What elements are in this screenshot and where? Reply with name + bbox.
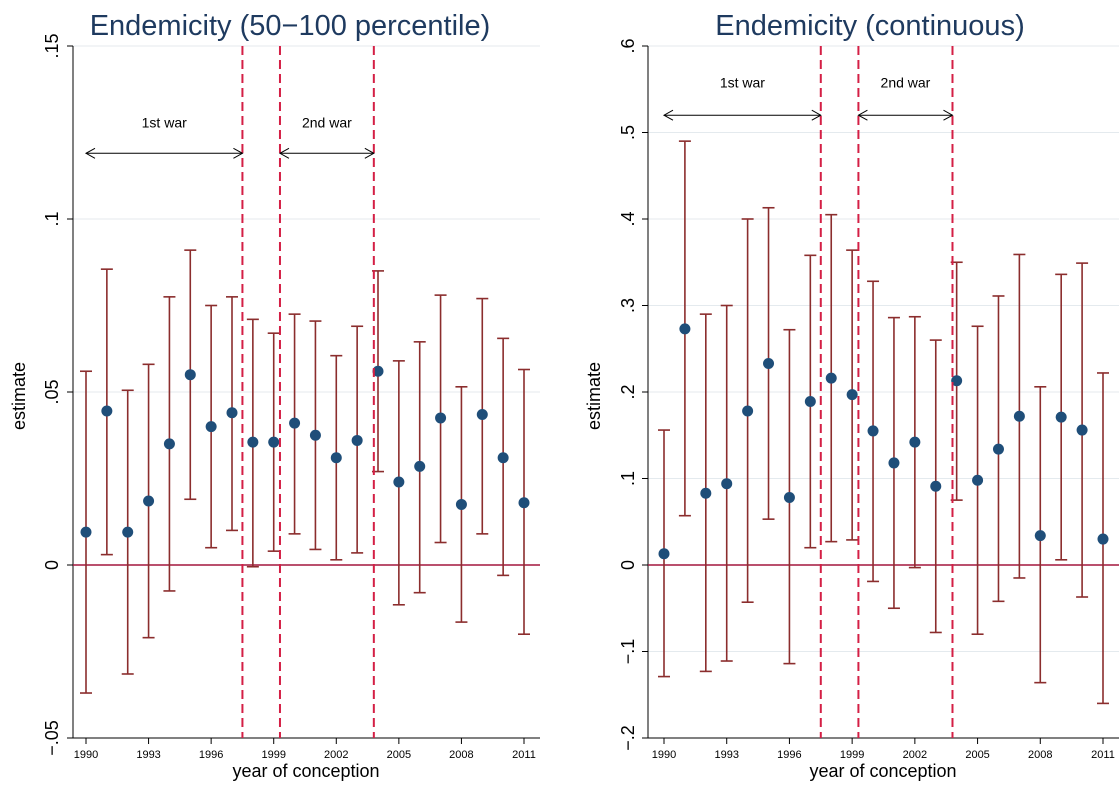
x-tick-label-right-0: 1990 bbox=[652, 749, 676, 761]
x-tick-label-left-7: 2011 bbox=[512, 749, 536, 761]
data-point-right-6 bbox=[783, 492, 795, 504]
data-point-left-9 bbox=[268, 436, 280, 448]
data-point-right-21 bbox=[1097, 533, 1109, 545]
y-tick-label-right-5: .3 bbox=[618, 298, 638, 313]
x-tick-label-left-3: 1999 bbox=[261, 749, 285, 761]
y-tick-label-left-0: −.05 bbox=[42, 720, 62, 756]
data-point-right-0 bbox=[658, 548, 670, 560]
data-point-left-8 bbox=[247, 436, 259, 448]
x-tick-label-right-5: 2005 bbox=[965, 749, 989, 761]
data-point-left-16 bbox=[414, 460, 426, 472]
x-tick-label-left-5: 2005 bbox=[387, 749, 411, 761]
data-point-right-7 bbox=[804, 396, 816, 408]
data-point-left-1 bbox=[101, 405, 113, 417]
panel-left: Endemicity (50−100 percentile) year of c… bbox=[9, 10, 540, 781]
data-point-left-5 bbox=[184, 369, 196, 381]
y-tick-label-left-1: 0 bbox=[42, 560, 62, 570]
x-tick-label-left-2: 1996 bbox=[199, 749, 223, 761]
data-point-left-10 bbox=[289, 417, 301, 429]
data-point-right-2 bbox=[700, 487, 712, 499]
chart-title-right: Endemicity (continuous) bbox=[715, 10, 1024, 42]
war-label-right-1: 2nd war bbox=[881, 75, 931, 91]
plot-area-right: −.2 −.1 0 .1 .2 .3 .4 .5 .6 1990 1993 1996 1999 2002 2… bbox=[618, 38, 1119, 761]
data-point-left-21 bbox=[518, 497, 530, 509]
data-point-left-4 bbox=[163, 438, 175, 450]
y-tick-label-left-4: .15 bbox=[42, 33, 62, 58]
x-tick-label-right-1: 1993 bbox=[714, 749, 738, 761]
data-point-right-10 bbox=[867, 425, 879, 437]
war-arrowhead-start-right-0 bbox=[662, 109, 674, 121]
x-axis-label-left: year of conception bbox=[232, 761, 379, 781]
x-tick-label-right-2: 1996 bbox=[777, 749, 801, 761]
x-tick-label-left-0: 1990 bbox=[74, 749, 98, 761]
data-point-left-14 bbox=[372, 365, 384, 377]
y-axis-label-right: estimate bbox=[584, 362, 604, 430]
war-arrowhead-start-left-1 bbox=[278, 147, 290, 159]
panel-right: Endemicity (continuous) year of concepti… bbox=[584, 10, 1119, 781]
data-point-left-20 bbox=[497, 452, 509, 464]
y-axis-label-left: estimate bbox=[9, 362, 29, 430]
war-arrowhead-end-left-1 bbox=[364, 147, 375, 159]
war-arrowhead-end-right-1 bbox=[943, 109, 954, 121]
y-tick-label-right-8: .6 bbox=[618, 38, 638, 53]
data-point-right-8 bbox=[825, 372, 837, 384]
data-point-left-13 bbox=[351, 434, 363, 446]
data-point-left-12 bbox=[330, 452, 342, 464]
data-point-left-18 bbox=[455, 498, 467, 510]
data-point-left-2 bbox=[122, 526, 134, 538]
x-axis-label-right: year of conception bbox=[809, 761, 956, 781]
data-point-left-0 bbox=[80, 526, 92, 538]
data-point-right-14 bbox=[951, 375, 963, 387]
x-tick-label-right-7: 2011 bbox=[1091, 749, 1115, 761]
data-point-right-5 bbox=[763, 357, 775, 369]
data-point-right-19 bbox=[1055, 411, 1067, 423]
x-tick-label-right-4: 2002 bbox=[903, 749, 927, 761]
y-tick-label-right-3: .1 bbox=[618, 471, 638, 486]
y-tick-label-right-6: .4 bbox=[618, 211, 638, 226]
data-point-left-11 bbox=[309, 429, 321, 441]
data-point-right-4 bbox=[742, 405, 754, 417]
data-point-right-15 bbox=[972, 474, 984, 486]
plot-area-left: −.05 0 .05 .1 .15 1990 1993 1996 1999 2002 2005 200… bbox=[42, 33, 540, 761]
data-point-left-17 bbox=[435, 412, 447, 424]
y-tick-label-right-7: .5 bbox=[618, 125, 638, 140]
x-tick-label-right-3: 1999 bbox=[840, 749, 864, 761]
war-label-left-1: 2nd war bbox=[302, 114, 352, 130]
data-point-right-1 bbox=[679, 323, 691, 335]
y-tick-label-left-2: .05 bbox=[42, 379, 62, 404]
war-label-right-0: 1st war bbox=[720, 75, 765, 91]
y-tick-label-right-0: −.2 bbox=[618, 725, 638, 751]
chart-title-left: Endemicity (50−100 percentile) bbox=[90, 10, 491, 42]
data-point-right-3 bbox=[721, 478, 733, 490]
war-arrowhead-end-right-0 bbox=[811, 109, 822, 121]
data-point-right-17 bbox=[1013, 410, 1025, 422]
data-point-right-16 bbox=[992, 443, 1004, 455]
y-tick-label-left-3: .1 bbox=[42, 211, 62, 226]
y-tick-label-right-1: −.1 bbox=[618, 639, 638, 665]
war-arrowhead-end-left-0 bbox=[233, 147, 244, 159]
y-tick-label-right-4: .2 bbox=[618, 384, 638, 399]
x-tick-label-left-4: 2002 bbox=[324, 749, 348, 761]
data-point-left-3 bbox=[143, 495, 155, 507]
y-tick-label-right-2: 0 bbox=[618, 560, 638, 570]
x-tick-label-left-1: 1993 bbox=[136, 749, 160, 761]
data-point-right-12 bbox=[909, 436, 921, 448]
data-point-right-9 bbox=[846, 389, 858, 401]
data-point-left-19 bbox=[476, 408, 488, 420]
data-point-right-20 bbox=[1076, 424, 1088, 436]
war-label-left-0: 1st war bbox=[142, 114, 187, 130]
x-tick-label-left-6: 2008 bbox=[449, 749, 473, 761]
data-point-right-18 bbox=[1034, 530, 1046, 542]
war-arrowhead-start-left-0 bbox=[84, 147, 96, 159]
data-point-right-13 bbox=[930, 480, 942, 492]
data-point-left-6 bbox=[205, 421, 217, 433]
data-point-right-11 bbox=[888, 457, 900, 469]
war-arrowhead-start-right-1 bbox=[857, 109, 868, 121]
x-tick-label-right-6: 2008 bbox=[1028, 749, 1052, 761]
data-point-left-15 bbox=[393, 476, 405, 488]
data-point-left-7 bbox=[226, 407, 238, 419]
